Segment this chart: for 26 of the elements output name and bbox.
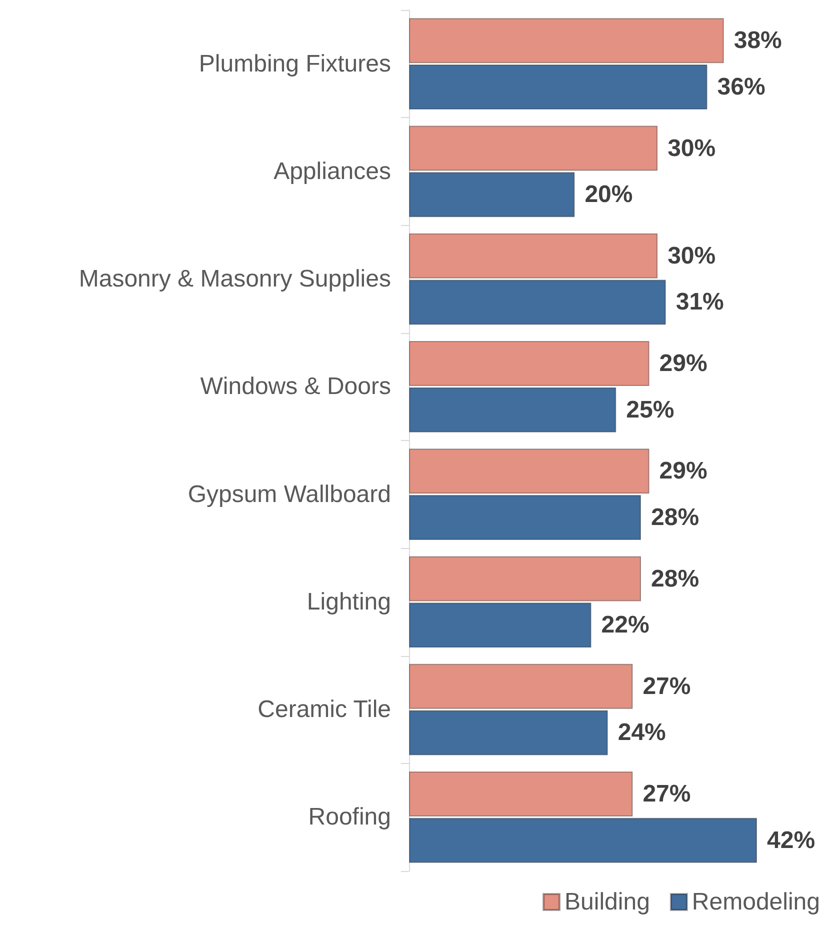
y-tick-label: Ceramic Tile (258, 696, 391, 724)
data-label: 20% (584, 181, 633, 208)
y-tick-label: Windows & Doors (200, 373, 391, 400)
data-label: 29% (659, 458, 708, 485)
data-label: 38% (734, 27, 782, 54)
data-label: 30% (668, 134, 716, 162)
data-label: 28% (651, 504, 700, 531)
data-label: 42% (767, 826, 816, 854)
y-tick-label: Roofing (308, 804, 391, 831)
data-label: 29% (659, 350, 708, 378)
data-label: 27% (642, 780, 691, 808)
data-label: 31% (676, 288, 724, 316)
y-tick-label: Gypsum Wallboard (188, 480, 391, 508)
data-label: 27% (642, 672, 691, 700)
data-label: 24% (618, 719, 666, 746)
y-tick-label: Masonry & Masonry Supplies (78, 266, 391, 293)
data-label: 28% (651, 565, 700, 592)
legend-label: Remodeling (692, 888, 820, 916)
y-tick-label: Lighting (306, 588, 391, 616)
y-tick-label: Plumbing Fixtures (198, 50, 391, 78)
data-label: 25% (626, 396, 674, 424)
legend-label: Building (564, 888, 650, 916)
data-label: 36% (717, 73, 766, 100)
data-label: 22% (601, 612, 650, 639)
y-tick-label: Appliances (274, 158, 391, 185)
data-label: 30% (668, 242, 716, 270)
